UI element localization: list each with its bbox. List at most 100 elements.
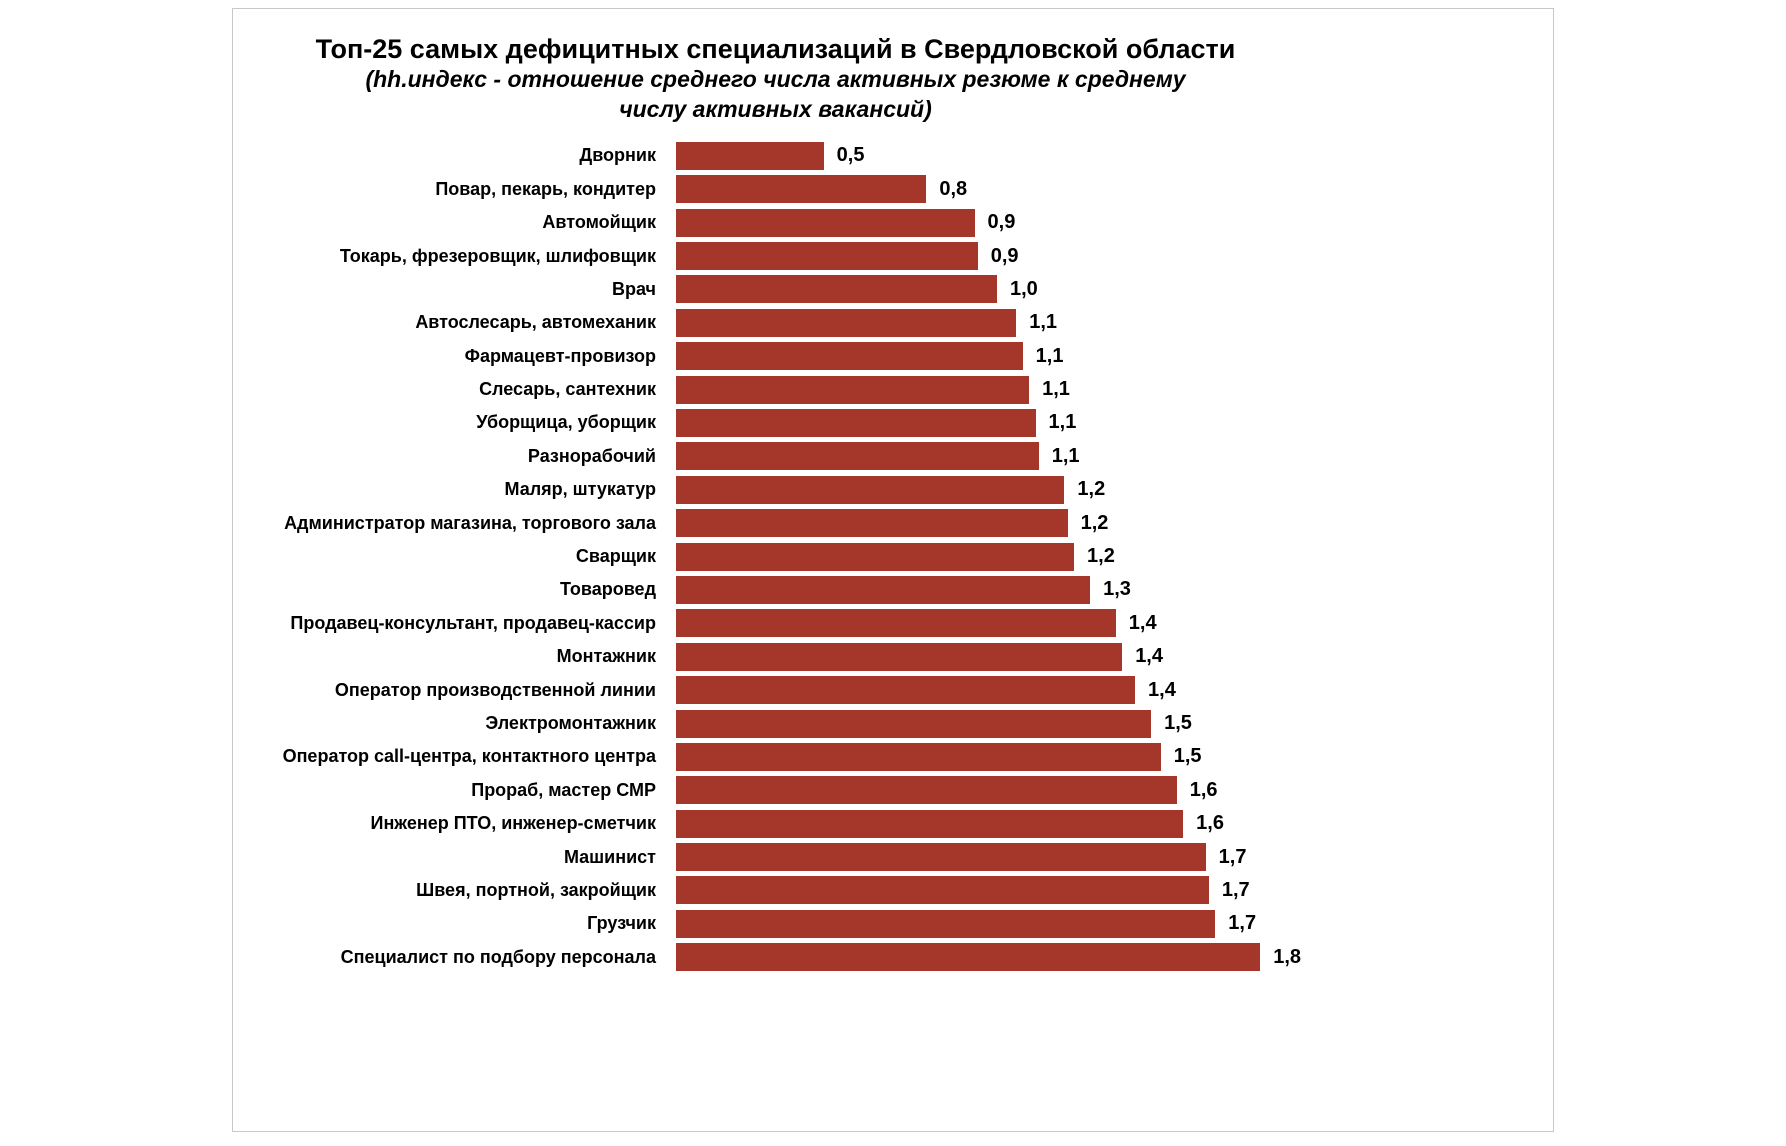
bar — [676, 242, 978, 271]
bar-track: 1,5 — [676, 709, 1318, 738]
bar-track: 1,1 — [676, 308, 1318, 337]
bar-row: Товаровед 1,3 — [233, 573, 1318, 606]
value-label: 1,7 — [1221, 878, 1250, 901]
bar-row: Фармацевт-провизор 1,1 — [233, 340, 1318, 373]
value-label: 1,1 — [1048, 411, 1077, 434]
value-label: 1,5 — [1164, 712, 1192, 734]
category-label: Автомойщик — [542, 212, 656, 233]
bar-row: Уборщица, уборщик 1,1 — [233, 406, 1318, 439]
bar — [676, 141, 824, 170]
bar-track: 1,4 — [676, 642, 1318, 671]
bar — [676, 609, 1116, 638]
category-label: Уборщица, уборщик — [476, 412, 656, 433]
bar-track: 1,2 — [676, 542, 1318, 571]
bar-track: 1,3 — [676, 575, 1318, 604]
bar — [676, 275, 997, 304]
bar — [676, 776, 1177, 805]
category-label: Монтажник — [556, 646, 656, 667]
value-label: 1,4 — [1148, 678, 1176, 701]
bar-track: 1,8 — [676, 943, 1318, 972]
bar — [676, 475, 1065, 504]
bar-track: 0,9 — [676, 208, 1318, 237]
bar-row: Токарь, фрезеровщик, шлифовщик 0,9 — [233, 239, 1318, 272]
value-label: 1,7 — [1218, 845, 1247, 868]
value-label: 1,1 — [1051, 444, 1080, 467]
bar-row: Автомойщик 0,9 — [233, 206, 1318, 239]
value-label: 0,8 — [939, 177, 968, 200]
bar-row: Повар, пекарь, кондитер 0,8 — [233, 173, 1318, 206]
category-label: Оператор call-центра, контактного центра — [282, 746, 656, 767]
value-label: 1,2 — [1087, 545, 1115, 568]
bar — [676, 375, 1030, 404]
value-label: 1,5 — [1173, 745, 1202, 768]
bar-track: 1,7 — [676, 876, 1318, 905]
value-label: 1,6 — [1196, 812, 1224, 835]
category-label: Врач — [611, 278, 656, 299]
value-label: 1,2 — [1077, 478, 1106, 501]
bar — [676, 909, 1216, 938]
bar — [676, 709, 1152, 738]
bar-row: Сварщик 1,2 — [233, 540, 1318, 573]
bar — [676, 843, 1206, 872]
bar — [676, 642, 1123, 671]
category-label: Товаровед — [560, 579, 656, 600]
value-label: 1,4 — [1128, 611, 1157, 634]
bar-track: 1,7 — [676, 843, 1318, 872]
bar-track: 0,5 — [676, 141, 1318, 170]
category-label: Сварщик — [575, 546, 656, 567]
chart-subtitle-line-2: числу активных вакансий) — [619, 96, 932, 123]
bar-track: 1,1 — [676, 375, 1318, 404]
bar — [676, 208, 975, 237]
bar-row: Продавец-консультант, продавец-кассир 1,4 — [233, 607, 1318, 640]
bar — [676, 809, 1184, 838]
bar-row: Инженер ПТО, инженер-сметчик 1,6 — [233, 807, 1318, 840]
bar-row: Электромонтажник 1,5 — [233, 707, 1318, 740]
category-label: Инженер ПТО, инженер-сметчик — [370, 813, 657, 834]
bar — [676, 175, 927, 204]
bar-track: 1,1 — [676, 408, 1318, 437]
bar-row: Дворник 0,5 — [233, 139, 1318, 172]
category-label: Оператор производственной линии — [334, 679, 656, 700]
bar — [676, 509, 1068, 538]
bar-row: Администратор магазина, торгового зала 1,… — [233, 506, 1318, 539]
bar-row: Специалист по подбору персонала 1,8 — [233, 941, 1318, 974]
bar-track: 1,6 — [676, 809, 1318, 838]
value-label: 1,7 — [1228, 912, 1257, 935]
bar-chart: Дворник 0,5 Повар, пекарь, кондитер 0,8 Авто… — [233, 139, 1553, 974]
value-label: 1,2 — [1080, 511, 1109, 534]
category-label: Электромонтажник — [485, 713, 656, 733]
category-label: Специалист по подбору персонала — [340, 946, 656, 967]
bar-row: Оператор производственной линии 1,4 — [233, 673, 1318, 706]
category-label: Фармацевт-провизор — [464, 345, 656, 366]
bar-track: 1,2 — [676, 509, 1318, 538]
bar-track: 1,7 — [676, 909, 1318, 938]
value-label: 1,1 — [1035, 344, 1064, 367]
category-label: Разнорабочий — [527, 445, 656, 466]
bar-row: Маляр, штукатур 1,2 — [233, 473, 1318, 506]
bar-row: Монтажник 1,4 — [233, 640, 1318, 673]
bar — [676, 876, 1209, 905]
category-label: Автослесарь, автомеханик — [415, 312, 656, 333]
value-label: 0,9 — [990, 244, 1019, 267]
bar — [676, 943, 1261, 972]
category-label: Швея, портной, закройщик — [416, 879, 656, 900]
category-label: Токарь, фрезеровщик, шлифовщик — [339, 245, 656, 266]
chart-title: Топ-25 самых дефицитных специализаций в … — [315, 34, 1236, 64]
bar-track: 1,5 — [676, 742, 1318, 771]
chart-header: Топ-25 самых дефицитных специализаций в … — [233, 9, 1318, 125]
bar-row: Оператор call-центра, контактного центра… — [233, 740, 1318, 773]
value-label: 1,1 — [1042, 378, 1070, 401]
bar-track: 0,9 — [676, 242, 1318, 271]
bar — [676, 442, 1039, 471]
bar-track: 1,6 — [676, 776, 1318, 805]
bar-row: Машинист 1,7 — [233, 840, 1318, 873]
bar-row: Прораб, мастер СМР 1,6 — [233, 774, 1318, 807]
bar-row: Слесарь, сантехник 1,1 — [233, 373, 1318, 406]
value-label: 1,8 — [1273, 945, 1302, 968]
value-label: 0,5 — [836, 144, 865, 167]
chart-subtitle-line-1: (hh.индекс - отношение среднего числа ак… — [365, 66, 1186, 93]
category-label: Грузчик — [587, 913, 656, 934]
bar — [676, 542, 1075, 571]
bar-row: Грузчик 1,7 — [233, 907, 1318, 940]
value-label: 1,1 — [1029, 311, 1058, 334]
